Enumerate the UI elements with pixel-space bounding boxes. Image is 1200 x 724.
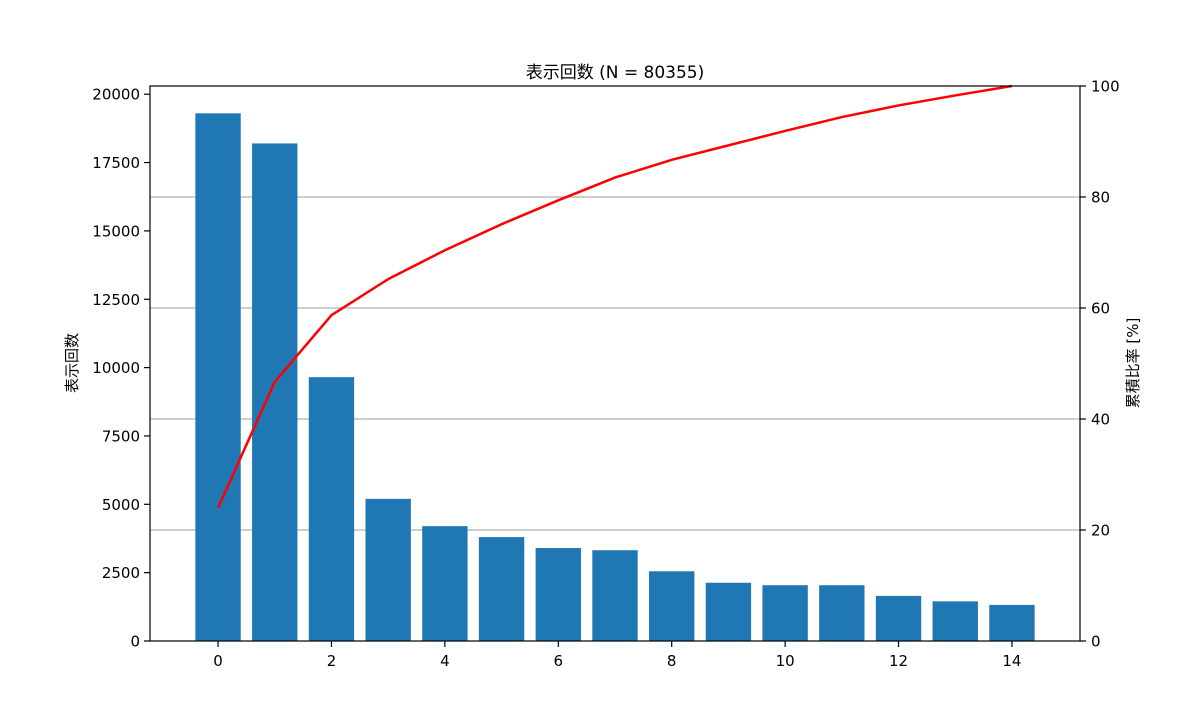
bar [422, 526, 468, 641]
y-tick-label: 10000 [92, 359, 140, 377]
x-tick-label: 8 [667, 652, 677, 670]
bar [705, 582, 752, 641]
y2-axis-label: 累積比率 [%] [1124, 318, 1142, 409]
bars [195, 113, 1035, 641]
y-axis-label: 表示回数 [63, 333, 81, 393]
bar [535, 548, 581, 641]
gridlines [150, 196, 1080, 531]
bar [365, 498, 411, 641]
y2-tick-label: 0 [1091, 633, 1101, 651]
x-tick-label: 4 [440, 652, 450, 670]
y-tick-label: 5000 [102, 496, 140, 514]
bar [819, 585, 865, 641]
bar [989, 604, 1035, 641]
x-tick-label: 10 [776, 652, 795, 670]
y-axis-left: 0 2500 5000 7500 10000 12500 15000 17500 20000 [92, 86, 150, 651]
bar [875, 595, 922, 641]
y-tick-label: 20000 [92, 86, 140, 104]
bar [762, 585, 808, 641]
y-tick-label: 0 [130, 633, 140, 651]
bar [308, 377, 355, 641]
x-tick-label: 2 [327, 652, 337, 670]
y2-tick-label: 100 [1091, 78, 1120, 96]
bar [195, 113, 241, 641]
cumulative-line [216, 84, 1013, 509]
y-axis-right: 0 20 40 60 80 100 [1080, 78, 1120, 651]
y2-tick-label: 80 [1091, 189, 1110, 207]
x-tick-label: 0 [213, 652, 223, 670]
y-tick-label: 2500 [102, 564, 140, 582]
y2-tick-label: 40 [1091, 411, 1110, 429]
plot-frame [149, 85, 1081, 642]
chart-title: 表示回数 (N = 80355) [526, 63, 705, 83]
bar [252, 143, 298, 641]
bar [478, 537, 525, 641]
y-tick-label: 15000 [92, 222, 140, 240]
bar [932, 601, 978, 641]
cumulative-line-layer [216, 84, 1013, 509]
x-tick-label: 12 [889, 652, 908, 670]
y2-tick-label: 20 [1091, 522, 1110, 540]
x-tick-label: 6 [554, 652, 564, 670]
bar [592, 550, 638, 641]
y-tick-label: 7500 [102, 427, 140, 445]
x-tick-label: 14 [1002, 652, 1021, 670]
y-tick-label: 12500 [92, 291, 140, 309]
y2-tick-label: 60 [1091, 300, 1110, 318]
y-tick-label: 17500 [92, 154, 140, 172]
bar [649, 571, 695, 641]
x-axis: 0 2 4 6 8 10 12 14 [213, 641, 1021, 670]
